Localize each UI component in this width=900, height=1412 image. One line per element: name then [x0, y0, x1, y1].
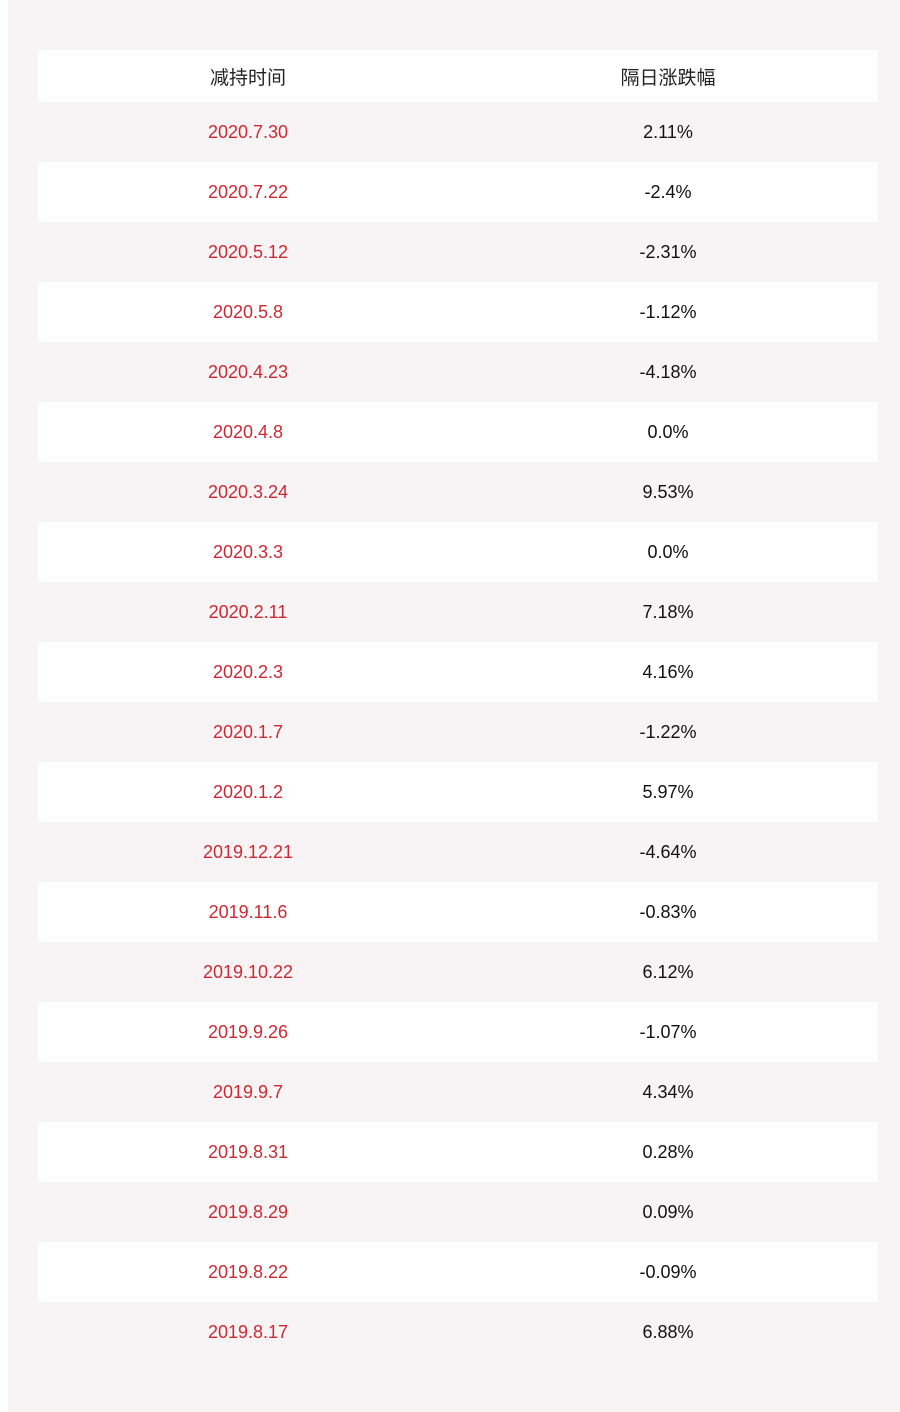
table-row: 2020.7.22 -2.4%	[38, 162, 878, 222]
change-cell: 9.53%	[642, 481, 694, 502]
table-row: 2020.3.24 9.53%	[38, 462, 878, 522]
date-cell: 2019.9.7	[212, 1081, 284, 1102]
table-row: 2019.8.29 0.09%	[38, 1182, 878, 1242]
date-cell: 2020.1.7	[212, 721, 284, 742]
date-cell: 2019.8.22	[207, 1261, 289, 1282]
table-row: 2020.1.2 5.97%	[38, 762, 878, 822]
date-cell: 2019.11.6	[208, 901, 288, 922]
table-row: 2020.2.3 4.16%	[38, 642, 878, 702]
change-cell: 0.0%	[647, 541, 689, 562]
date-cell: 2020.4.8	[212, 421, 284, 442]
date-cell: 2020.3.3	[212, 541, 284, 562]
reduction-table: 减持时间 隔日涨跌幅 2020.7.30 2.11% 2020.7.22 -2.4% 2…	[38, 50, 878, 1362]
change-cell: 4.34%	[642, 1081, 694, 1102]
date-cell: 2019.8.31	[207, 1141, 289, 1162]
date-cell: 2019.8.29	[207, 1201, 289, 1222]
date-cell: 2019.9.26	[207, 1021, 289, 1042]
date-cell: 2020.7.30	[207, 121, 289, 142]
change-cell: 6.12%	[642, 961, 694, 982]
change-cell: -2.4%	[644, 181, 692, 202]
header-date: 减持时间	[209, 67, 286, 89]
change-cell: -4.18%	[639, 361, 697, 382]
table-row: 2020.5.12 -2.31%	[38, 222, 878, 282]
change-cell: -1.12%	[639, 301, 697, 322]
table-row: 2020.2.11 7.18%	[38, 582, 878, 642]
table-row: 2019.9.26 -1.07%	[38, 1002, 878, 1062]
table-row: 2020.4.8 0.0%	[38, 402, 878, 462]
table-row: 2019.12.21 -4.64%	[38, 822, 878, 882]
date-cell: 2020.2.11	[208, 601, 288, 622]
change-cell: 6.88%	[642, 1321, 694, 1342]
date-cell: 2020.2.3	[212, 661, 284, 682]
change-cell: 5.97%	[642, 781, 694, 802]
change-cell: -4.64%	[639, 841, 697, 862]
change-cell: 4.16%	[642, 661, 694, 682]
date-cell: 2019.12.21	[202, 841, 294, 862]
table-row: 2020.5.8 -1.12%	[38, 282, 878, 342]
header-change: 隔日涨跌幅	[620, 67, 716, 89]
date-cell: 2020.3.24	[207, 481, 289, 502]
change-cell: 7.18%	[642, 601, 694, 622]
table-row: 2019.8.22 -0.09%	[38, 1242, 878, 1302]
date-cell: 2020.5.8	[212, 301, 284, 322]
change-cell: -0.09%	[639, 1261, 697, 1282]
date-cell: 2019.8.17	[207, 1321, 289, 1342]
table-row: 2019.8.17 6.88%	[38, 1302, 878, 1362]
table-row: 2020.3.3 0.0%	[38, 522, 878, 582]
change-cell: 0.09%	[642, 1201, 694, 1222]
change-cell: -2.31%	[639, 241, 697, 262]
change-cell: -1.07%	[639, 1021, 697, 1042]
change-cell: -1.22%	[639, 721, 697, 742]
date-cell: 2020.5.12	[207, 241, 289, 262]
change-cell: -0.83%	[639, 901, 697, 922]
table-body: 2020.7.30 2.11% 2020.7.22 -2.4% 2020.5.12 -2.…	[38, 102, 878, 1362]
table-row: 2020.1.7 -1.22%	[38, 702, 878, 762]
date-cell: 2020.7.22	[207, 181, 289, 202]
table-header: 减持时间 隔日涨跌幅	[38, 50, 878, 102]
table-row: 2019.8.31 0.28%	[38, 1122, 878, 1182]
date-cell: 2020.1.2	[212, 781, 284, 802]
table-row: 2019.9.7 4.34%	[38, 1062, 878, 1122]
table-row: 2020.4.23 -4.18%	[38, 342, 878, 402]
date-cell: 2019.10.22	[202, 961, 294, 982]
date-cell: 2020.4.23	[207, 361, 289, 382]
table-row: 2019.10.22 6.12%	[38, 942, 878, 1002]
change-cell: 0.28%	[642, 1141, 694, 1162]
table-row: 2019.11.6 -0.83%	[38, 882, 878, 942]
change-cell: 2.11%	[643, 121, 693, 142]
table-row: 2020.7.30 2.11%	[38, 102, 878, 162]
table-panel: 减持时间 隔日涨跌幅 2020.7.30 2.11% 2020.7.22 -2.4% 2…	[8, 0, 900, 1412]
change-cell: 0.0%	[647, 421, 689, 442]
